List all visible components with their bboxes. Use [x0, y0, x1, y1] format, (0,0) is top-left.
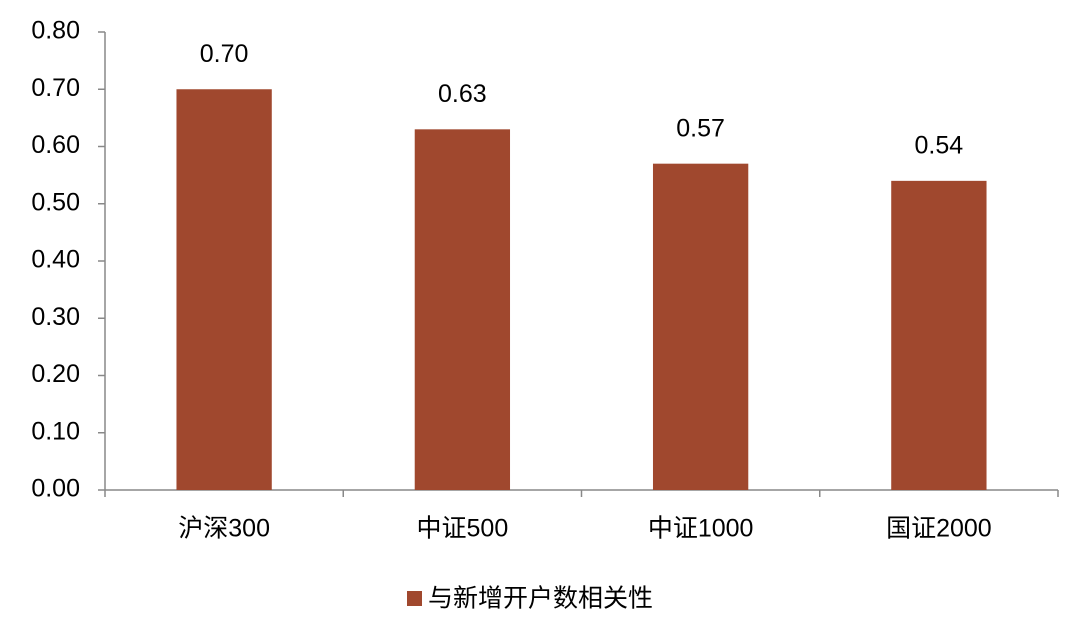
value-label: 0.70 — [200, 40, 249, 68]
x-tick-label: 国证2000 — [886, 515, 992, 543]
x-tick-label: 中证500 — [417, 515, 509, 543]
value-label: 0.63 — [438, 80, 487, 108]
bar — [652, 163, 749, 491]
y-tick-label: 0.60 — [31, 131, 80, 159]
legend-swatch — [407, 591, 422, 606]
y-tick-label: 0.40 — [31, 246, 80, 274]
value-label: 0.54 — [915, 131, 964, 159]
y-tick-label: 0.70 — [31, 74, 80, 102]
y-tick-label: 0.30 — [31, 303, 80, 331]
y-tick-label: 0.80 — [31, 17, 80, 45]
x-tick-label: 沪深300 — [178, 515, 270, 543]
bar — [176, 89, 272, 490]
y-tick-label: 0.50 — [31, 188, 80, 216]
y-tick-label: 0.10 — [31, 417, 80, 445]
bar — [414, 129, 511, 490]
value-label: 0.57 — [676, 114, 725, 142]
x-tick-label: 中证1000 — [648, 515, 754, 543]
y-tick-label: 0.20 — [31, 360, 80, 388]
bar — [891, 180, 987, 490]
legend-label: 与新增开户数相关性 — [428, 585, 653, 613]
y-tick-label: 0.00 — [31, 475, 80, 503]
